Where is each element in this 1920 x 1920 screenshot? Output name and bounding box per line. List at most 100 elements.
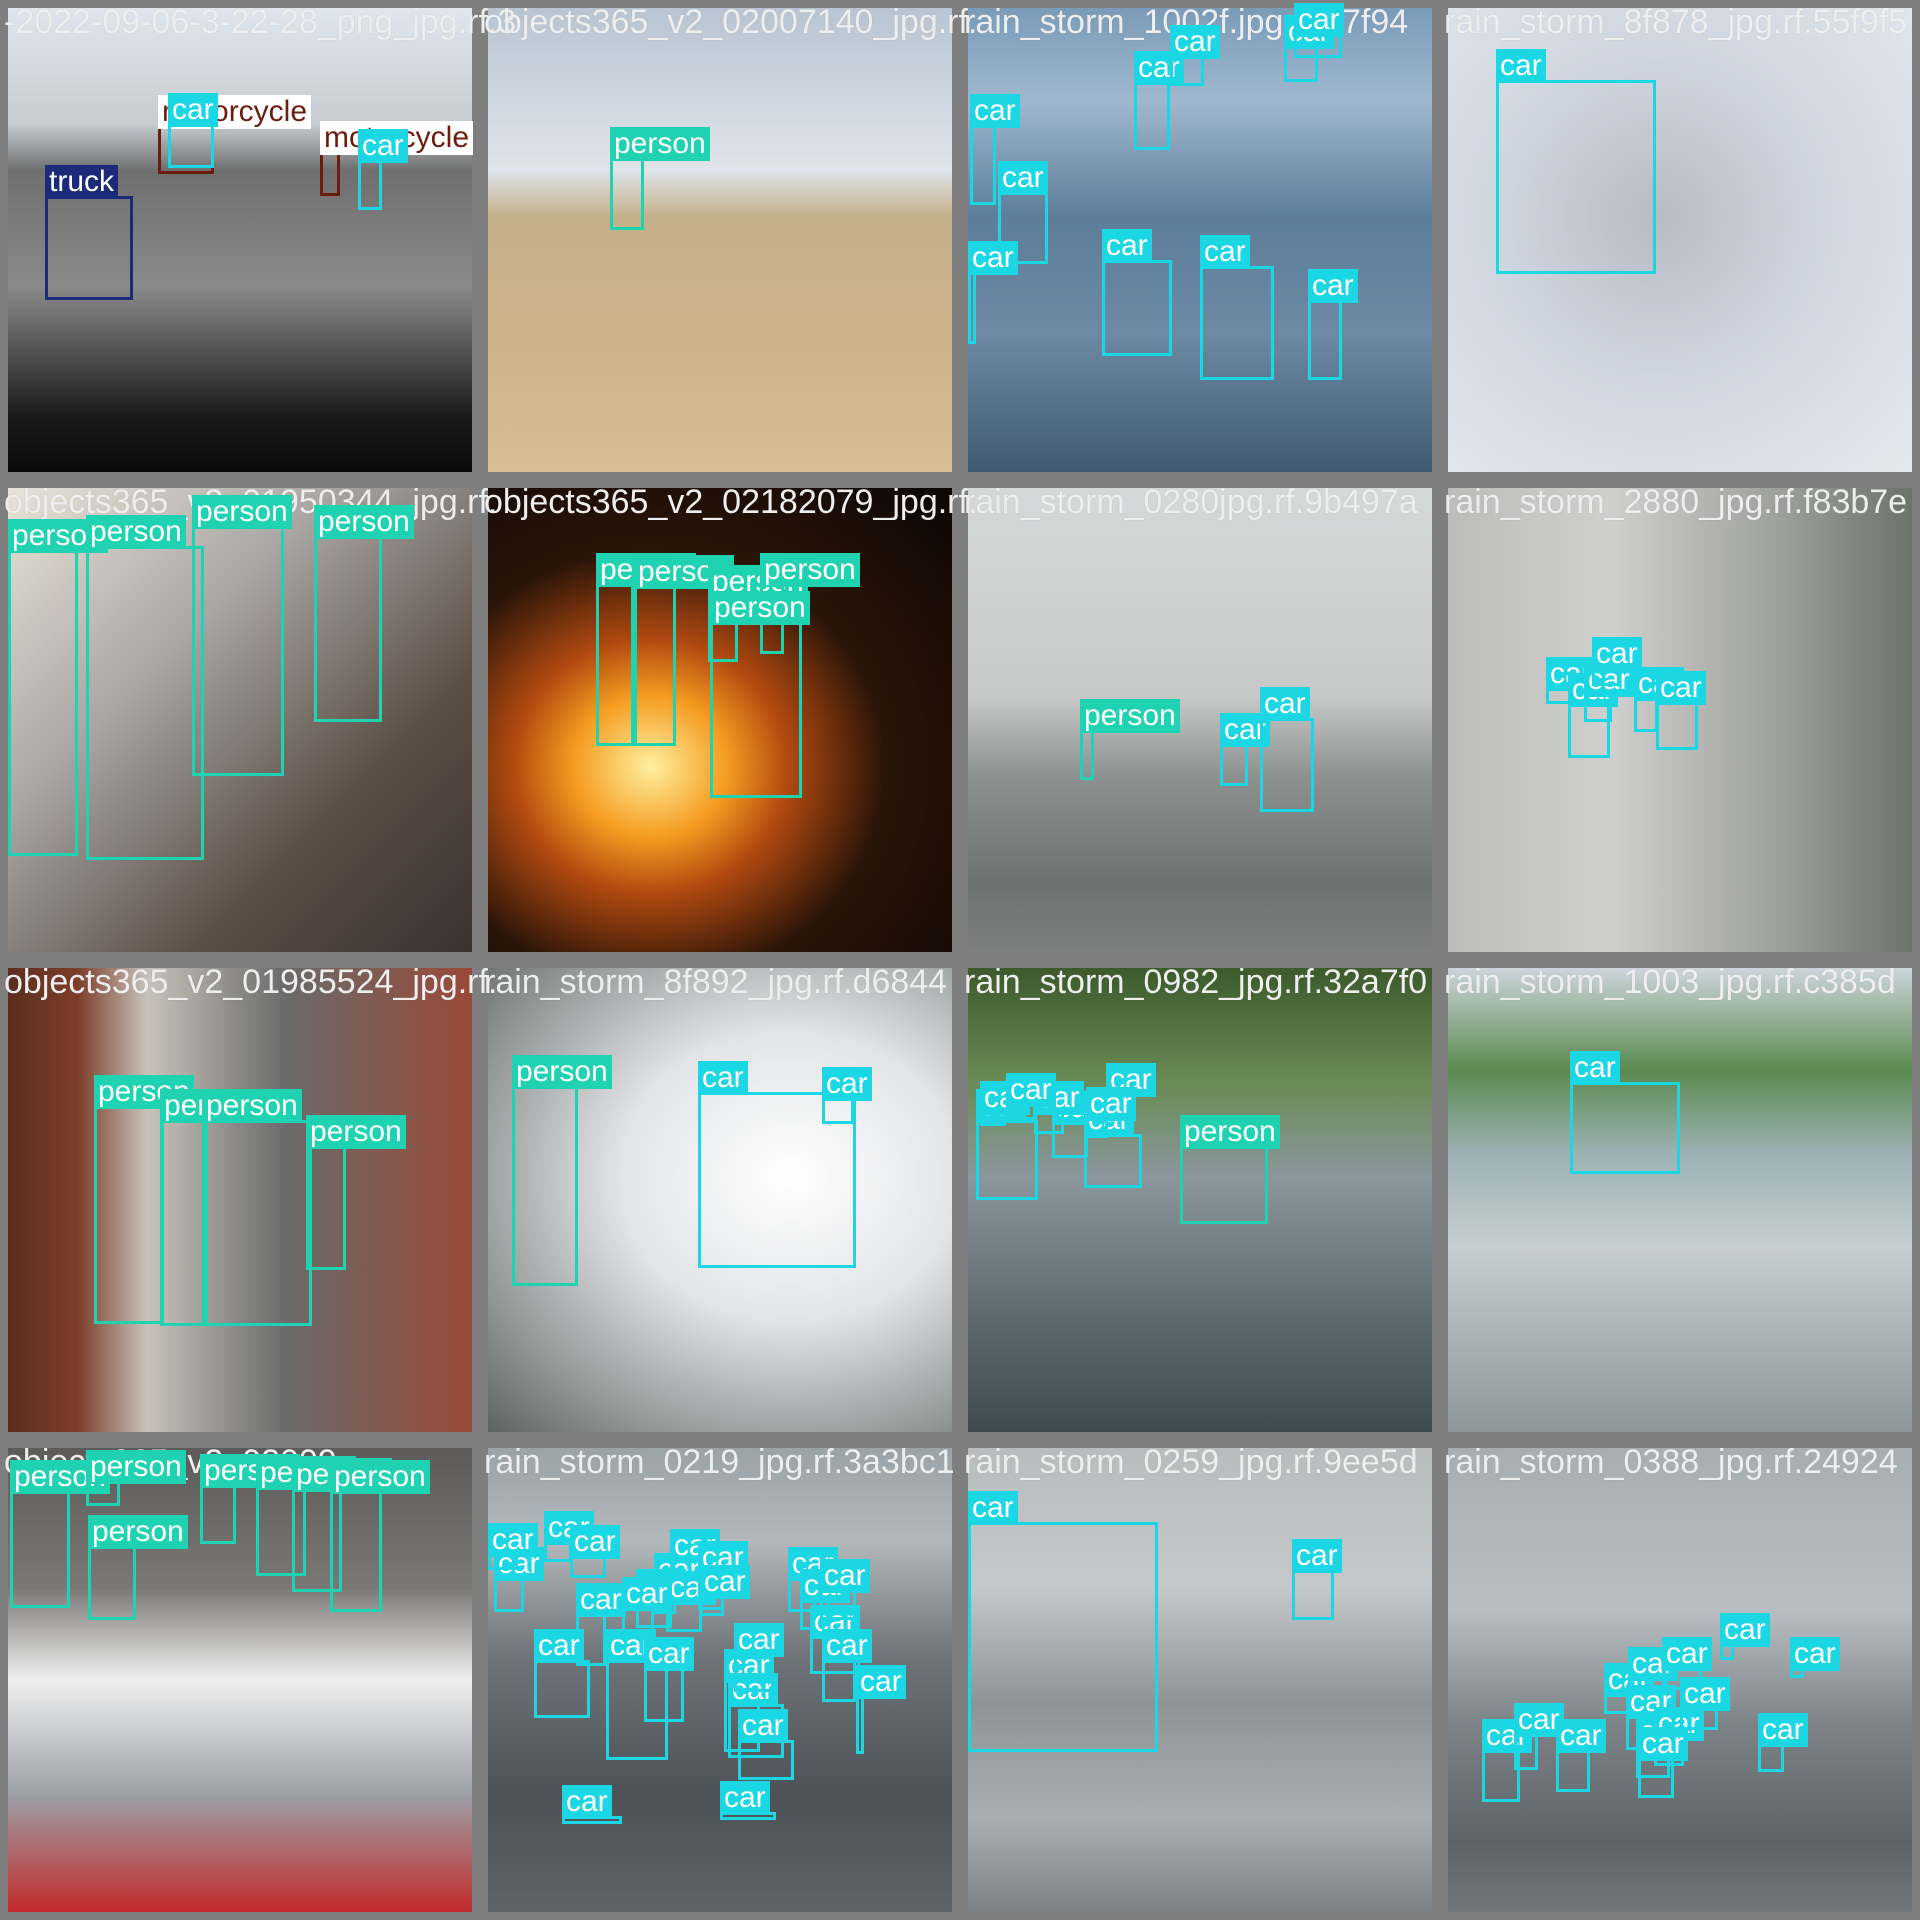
mosaic-tile: rain_storm_1002f.jpg.rf.b7f94 car car car ca… [960, 0, 1440, 480]
detection-label: person [760, 553, 860, 587]
person-detection-box: person [86, 515, 204, 860]
detection-label: car [644, 1637, 694, 1671]
car-detection-box: car [1084, 1103, 1142, 1188]
car-detection-box: car [1170, 25, 1220, 86]
car-detection-box: car [1662, 1637, 1712, 1690]
car-detection-box: car [1086, 1087, 1136, 1138]
person-detection-box: person [192, 495, 292, 776]
tile-photo [8, 488, 472, 952]
mosaic-tile: objects365_v2_02182079_jpg.rf. person pers… [480, 480, 977, 960]
car-detection-box: car [562, 1785, 622, 1824]
detection-label: car [1200, 235, 1250, 269]
car-detection-box: car [1556, 1719, 1606, 1792]
tile-filename: objects365_v2_02007140_jpg.rf. [484, 3, 978, 41]
mosaic-tile: rain_storm_0388_jpg.rf.24924 car car car car… [1440, 1440, 1920, 1920]
truck-detection-box: truck [45, 165, 133, 300]
person-detection-box: person [200, 1454, 300, 1544]
detection-label: car [1294, 3, 1344, 37]
detection-label: person [88, 1515, 188, 1549]
tile-filename: rain_storm_2880_jpg.rf.f83b7e [1444, 483, 1908, 521]
detection-label: car [1514, 1703, 1564, 1737]
tile-filename: objects365_v2_02182079_jpg.rf. [484, 483, 978, 521]
tile-filename: rain_storm_0280jpg.rf.9b497a [964, 483, 1418, 521]
detection-label: car [1656, 671, 1706, 705]
motorcycle-detection-box: motorcycle [320, 121, 474, 196]
car-detection-box: car [1200, 235, 1274, 380]
tile-photo [8, 8, 472, 472]
detection-label: car [1720, 1613, 1770, 1647]
car-detection-box: car [980, 1081, 1030, 1126]
detection-label: car [856, 1665, 906, 1699]
detection-label: person [86, 515, 186, 549]
car-detection-box: car [698, 1061, 856, 1268]
car-detection-box: car [1496, 49, 1656, 274]
detection-label: car [968, 241, 1018, 275]
detection-label: car [1260, 687, 1310, 721]
detection-label: car [738, 1709, 788, 1743]
mosaic-tile: rain_storm_8f878_jpg.rf.55f9f5 car [1440, 0, 1920, 480]
detection-label: person [512, 1055, 612, 1089]
car-detection-box: car [720, 1781, 776, 1820]
car-detection-box: car [968, 1491, 1158, 1752]
detection-label: person [306, 1115, 406, 1149]
car-detection-box: car [976, 1089, 1038, 1200]
mosaic-tile: rain_storm_2880_jpg.rf.f83b7ecarcarcarca… [1440, 480, 1920, 960]
car-detection-box: car [1634, 667, 1684, 732]
detection-label: person [330, 1460, 430, 1494]
tile-filename: rain_storm_0388_jpg.rf.24924 [1444, 1443, 1898, 1481]
detection-label: car [168, 93, 218, 127]
car-detection-box: car [544, 1511, 594, 1562]
detection-label: car [1102, 229, 1152, 263]
car-detection-box: car [1680, 1677, 1730, 1730]
tile-photo [488, 8, 952, 472]
mosaic-tile: -2022-09-06-3-22-28_png_jpg.rf.3 truck mot… [0, 0, 516, 480]
detection-label: person [1080, 699, 1180, 733]
detection-label: car [822, 1629, 872, 1663]
car-detection-box: car [358, 129, 408, 210]
tile-filename: rain_storm_1003_jpg.rf.c385d [1444, 963, 1896, 1001]
detection-label: person [610, 127, 710, 161]
detection-label: car [1496, 49, 1546, 83]
car-detection-box: car [1102, 229, 1172, 356]
person-detection-box: person [202, 1089, 312, 1326]
person-detection-box: person [512, 1055, 612, 1286]
detection-label: car [734, 1623, 784, 1657]
car-detection-box: car [1584, 663, 1634, 722]
detection-label: car [822, 1067, 872, 1101]
mosaic-tile: objects365_v2_02007140_jpg.rf.person [480, 0, 977, 480]
detection-label: car [1570, 1051, 1620, 1085]
person-detection-box: person [610, 127, 710, 230]
car-detection-box: car [1592, 637, 1642, 686]
car-detection-box: car [734, 1623, 784, 1692]
person-detection-box: person [314, 505, 414, 722]
detection-label: car [698, 1061, 748, 1095]
detection-label: person [710, 591, 810, 625]
detection-label: car [1592, 637, 1642, 671]
detection-label: person [86, 1450, 186, 1484]
person-detection-box: person [760, 553, 860, 654]
tile-photo [968, 488, 1432, 952]
detection-label: car [720, 1781, 770, 1815]
detection-label: car [700, 1565, 750, 1599]
detection-label: person [192, 495, 292, 529]
detection-label: car [968, 1491, 1018, 1525]
person-detection-box: person [634, 555, 734, 746]
tile-filename: rain_storm_0259_jpg.rf.9ee5d [964, 1443, 1418, 1481]
person-detection-box: person [10, 1460, 110, 1608]
car-detection-box: car [700, 1565, 750, 1616]
detection-label: car [1790, 1637, 1840, 1671]
tile-photo [8, 968, 472, 1432]
detection-label: person [1180, 1115, 1280, 1149]
detection-label: person [202, 1089, 302, 1123]
car-detection-box: car [622, 1577, 672, 1634]
car-detection-box: car [1220, 713, 1270, 786]
tile-filename: rain_storm_8f892_jpg.rf.d6844 [484, 963, 948, 1001]
mosaic-tile: objects365_v2_02009personpersonpersonper… [0, 1440, 480, 1920]
person-detection-box: person [330, 1460, 430, 1612]
detection-label: car [1638, 1727, 1688, 1761]
tile-filename: rain_storm_0982_jpg.rf.32a7f0 [964, 963, 1428, 1001]
